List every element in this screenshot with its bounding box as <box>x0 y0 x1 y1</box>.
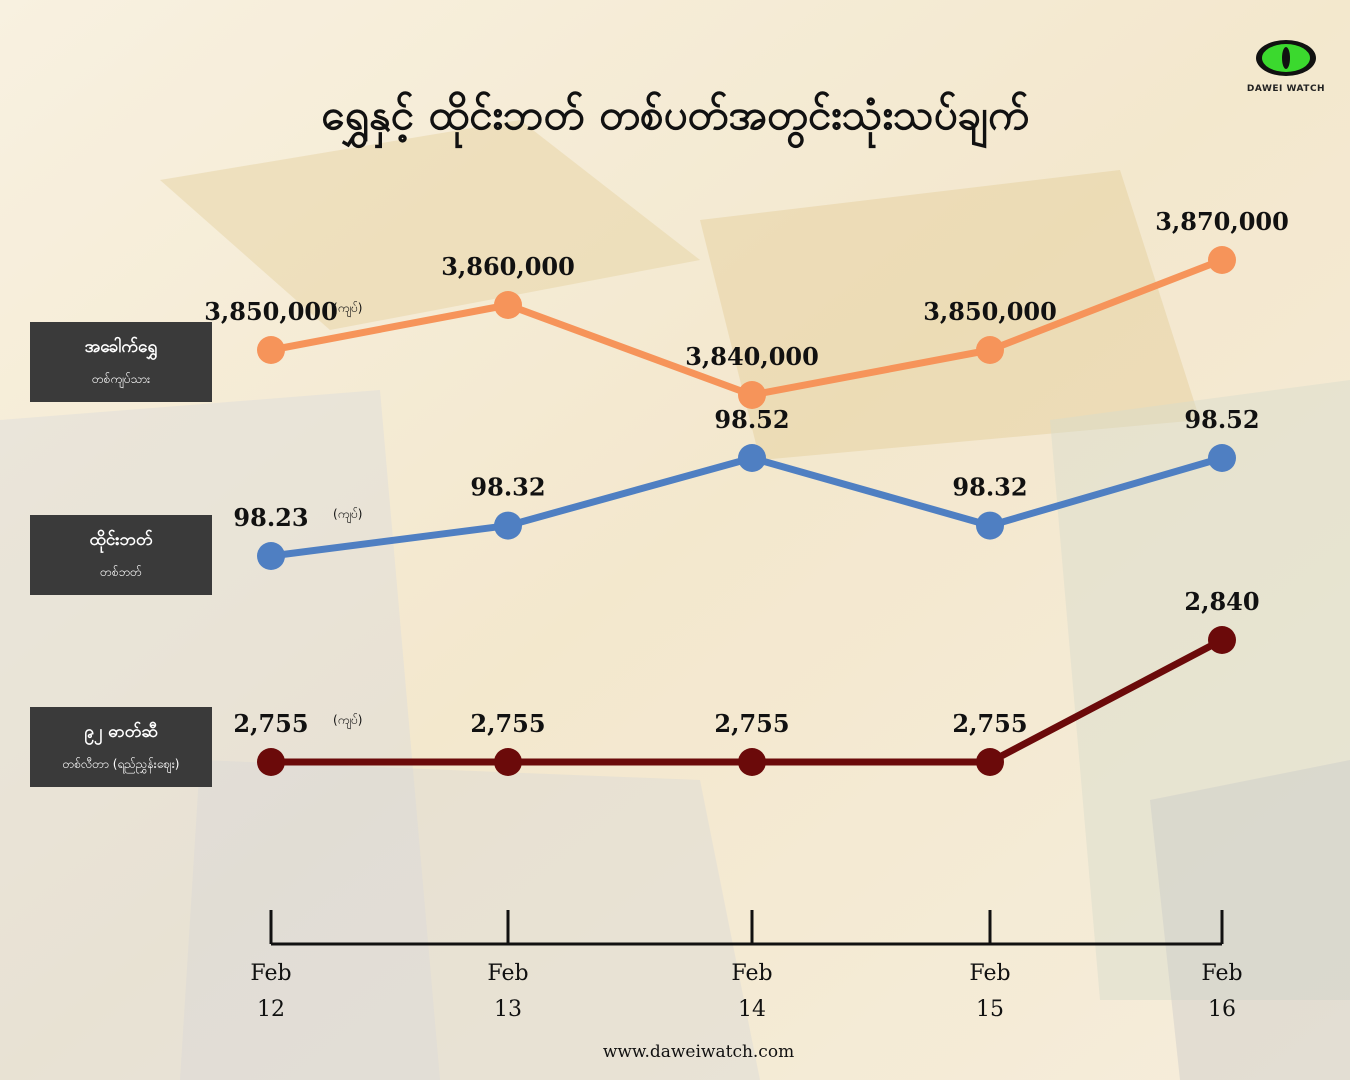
series-line-2 <box>267 636 1226 766</box>
legend-gold-name: အခေါက်ရွှေ <box>84 337 158 357</box>
legend-fuel-name: ၉၂ ဓာတ်ဆီ <box>84 722 158 742</box>
data-point-0-2 <box>738 381 766 409</box>
legend-gold-unit: တစ်ကျပ်သား <box>91 372 151 386</box>
x-tick-label-day-0: 12 <box>257 997 285 1022</box>
data-point-2-3 <box>976 748 1004 776</box>
x-tick-label-month-2: Feb <box>731 961 772 986</box>
data-label-1-0: 98.23 <box>233 503 308 532</box>
green-eye-icon <box>1256 40 1316 76</box>
legend-baht: ထိုင်းဘတ် တစ်ဘတ် <box>30 515 212 595</box>
data-label-1-3: 98.32 <box>952 473 1027 502</box>
unit-suffix-2: (ကျပ်) <box>333 712 362 730</box>
data-point-0-0 <box>257 336 285 364</box>
data-label-0-0: 3,850,000 <box>204 297 338 326</box>
data-label-1-1: 98.32 <box>470 473 545 502</box>
x-tick-label-day-4: 16 <box>1208 997 1236 1022</box>
data-label-2-0: 2,755 <box>233 709 308 738</box>
x-tick-label-day-1: 13 <box>494 997 522 1022</box>
data-label-2-1: 2,755 <box>470 709 545 738</box>
data-label-0-3: 3,850,000 <box>923 297 1057 326</box>
legend-baht-name: ထိုင်းဘတ် <box>89 530 153 550</box>
data-label-2-4: 2,840 <box>1184 587 1259 616</box>
x-tick-label-month-1: Feb <box>487 961 528 986</box>
data-label-0-4: 3,870,000 <box>1155 207 1289 236</box>
x-tick-label-month-3: Feb <box>969 961 1010 986</box>
data-label-2-2: 2,755 <box>714 709 789 738</box>
data-point-2-2 <box>738 748 766 776</box>
series-line-0 <box>267 256 1226 399</box>
legend-baht-unit: တစ်ဘတ် <box>100 565 142 579</box>
legend-fuel-unit: တစ်လီတာ (ရည်ညွှန်းဈေး) <box>62 757 180 771</box>
unit-suffix-0: (ကျပ်) <box>333 300 362 318</box>
logo-brand: DAWEI WATCH <box>1246 84 1326 94</box>
logo: DAWEI WATCH <box>1246 38 1326 94</box>
data-label-0-2: 3,840,000 <box>685 342 819 371</box>
x-tick-label-day-2: 14 <box>738 997 766 1022</box>
data-point-1-0 <box>257 542 285 570</box>
data-label-1-2: 98.52 <box>714 405 789 434</box>
x-tick-label-day-3: 15 <box>976 997 1004 1022</box>
series-line-1 <box>267 454 1226 560</box>
data-point-1-1 <box>494 511 522 540</box>
page-title: ရွှေနှင့် ထိုင်းဘတ် တစ်ပတ်အတွင်းသုံးသပ်ခ… <box>321 90 1029 139</box>
data-point-1-2 <box>738 444 766 472</box>
website-url: www.daweiwatch.com <box>602 1042 795 1062</box>
data-point-1-4 <box>1208 444 1236 472</box>
data-point-0-3 <box>976 336 1004 364</box>
data-point-2-0 <box>257 748 285 776</box>
data-point-2-4 <box>1208 626 1236 654</box>
data-point-0-1 <box>494 291 522 319</box>
data-label-0-1: 3,860,000 <box>441 252 575 281</box>
data-label-2-3: 2,755 <box>952 709 1027 738</box>
unit-suffix-1: (ကျပ်) <box>333 506 362 524</box>
x-tick-label-month-0: Feb <box>250 961 291 986</box>
data-point-0-4 <box>1208 246 1236 274</box>
legend-fuel: ၉၂ ဓာတ်ဆီ တစ်လီတာ (ရည်ညွှန်းဈေး) <box>30 707 212 787</box>
legend-gold: အခေါက်ရွှေ တစ်ကျပ်သား <box>30 322 212 402</box>
data-point-1-3 <box>976 511 1004 540</box>
data-point-2-1 <box>494 748 522 776</box>
data-label-1-4: 98.52 <box>1184 405 1259 434</box>
x-tick-label-month-4: Feb <box>1201 961 1242 986</box>
